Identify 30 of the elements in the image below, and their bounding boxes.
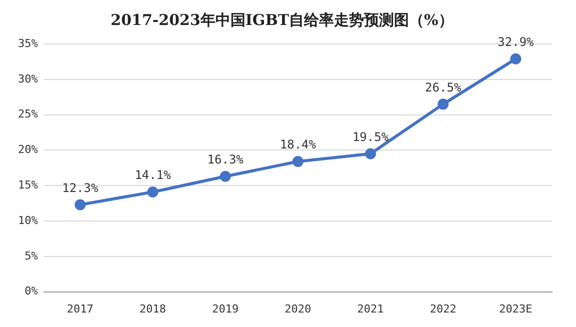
data-label: 14.1% bbox=[134, 168, 172, 182]
x-tick-label: 2018 bbox=[140, 302, 166, 316]
x-tick-label: 2023E bbox=[499, 302, 532, 316]
y-tick-label: 10% bbox=[18, 214, 38, 227]
y-tick-label: 25% bbox=[18, 108, 38, 121]
point bbox=[220, 170, 231, 182]
y-tick-label: 30% bbox=[18, 72, 38, 86]
data-label: 32.9% bbox=[498, 34, 535, 49]
y-tick-label: 35% bbox=[18, 36, 38, 50]
x-tick-label: 2017 bbox=[66, 302, 94, 316]
data-label: 19.5% bbox=[352, 130, 390, 144]
point bbox=[74, 199, 86, 210]
point bbox=[147, 186, 158, 198]
point bbox=[365, 148, 376, 160]
y-tick-label: 20% bbox=[18, 143, 38, 156]
x-tick-label: 2021 bbox=[357, 302, 384, 316]
point bbox=[438, 98, 449, 110]
data-label: 16.3% bbox=[207, 152, 244, 167]
x-tick-label: 2019 bbox=[212, 302, 239, 316]
data-label: 12.3% bbox=[62, 180, 99, 195]
data-label: 26.5% bbox=[425, 80, 462, 94]
point bbox=[292, 156, 304, 168]
y-tick-label: 15% bbox=[18, 178, 38, 192]
x-tick-label: 2022 bbox=[430, 302, 456, 316]
y-tick-label: 0% bbox=[24, 284, 38, 298]
point bbox=[510, 53, 522, 64]
data-label: 18.4% bbox=[280, 138, 317, 152]
y-tick-label: 5% bbox=[24, 249, 38, 262]
x-tick-label: 2020 bbox=[284, 302, 312, 316]
chart-title: 2017-2023年中国IGBT自给率走势预测图（%） bbox=[110, 10, 454, 29]
